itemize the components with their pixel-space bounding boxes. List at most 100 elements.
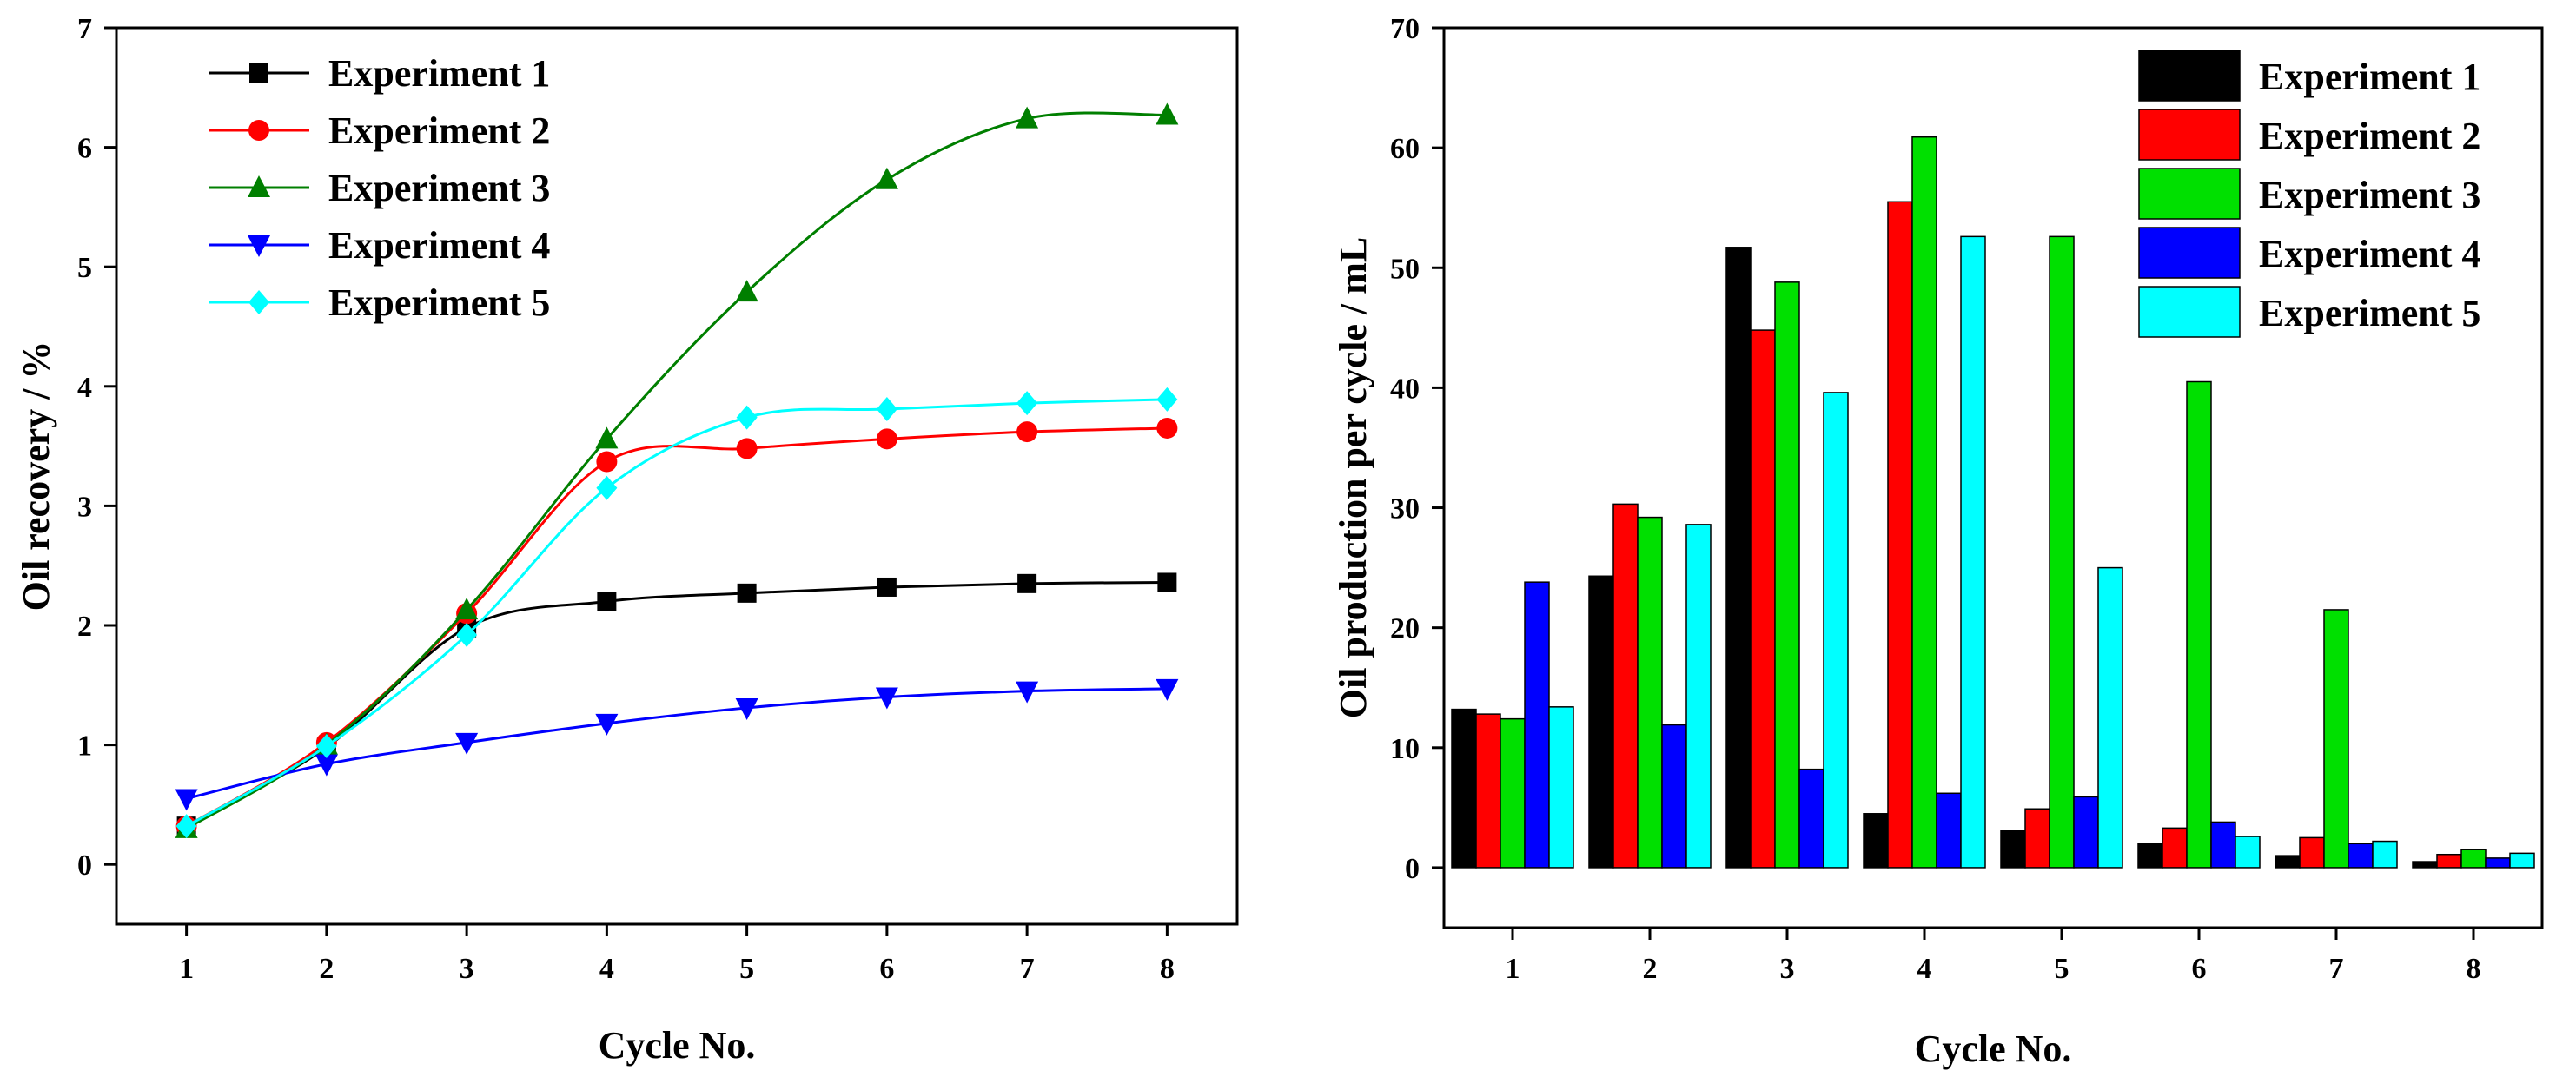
data-point — [315, 754, 338, 777]
data-point — [876, 428, 897, 450]
y-tick-label: 2 — [77, 611, 92, 643]
series-line — [185, 111, 1168, 830]
data-point — [1016, 681, 1039, 704]
data-point — [1017, 573, 1037, 593]
x-tick-label: 1 — [1506, 953, 1520, 985]
legend-label: Experiment 3 — [2259, 174, 2480, 216]
legend-label: Experiment 4 — [2259, 233, 2480, 275]
oil-production-bar-chart: 0 10 20 30 40 50 60 70 1 2 3 4 5 6 7 8 Experiment 1 Exper… — [1332, 13, 2544, 1070]
plot-frame — [1442, 26, 2544, 929]
data-point — [1156, 102, 1179, 125]
data-point — [597, 592, 617, 611]
data-point — [175, 789, 198, 811]
legend-swatch — [2138, 50, 2241, 102]
x-tick-label: 4 — [1917, 953, 1932, 985]
legend-swatch — [2138, 286, 2241, 338]
data-point — [1016, 421, 1038, 443]
bar — [1524, 581, 1550, 869]
data-point — [596, 475, 618, 500]
bar — [2412, 861, 2438, 869]
series-line — [186, 687, 1168, 800]
bar — [2299, 836, 2325, 869]
data-point — [315, 733, 337, 758]
bar — [2485, 857, 2511, 869]
y-tick-label: 1 — [77, 730, 92, 763]
data-point — [456, 623, 478, 648]
legend-label: Experiment 4 — [328, 224, 550, 267]
y-tick-label: 20 — [1390, 613, 1420, 645]
x-tick-label: 3 — [1780, 953, 1795, 985]
data-point — [1157, 572, 1177, 592]
y-tick-label: 6 — [77, 133, 92, 165]
x-tick-label: 1 — [179, 953, 194, 985]
legend-label: Experiment 3 — [328, 167, 550, 209]
legend-swatch — [2138, 227, 2241, 279]
bar — [1548, 706, 1574, 869]
bar — [1798, 768, 1824, 869]
legend-label: Experiment 1 — [328, 52, 550, 95]
x-tick-label: 6 — [2192, 953, 2207, 985]
bar — [2235, 836, 2261, 869]
legend-label: Experiment 2 — [328, 109, 550, 152]
bar — [1774, 281, 1800, 869]
data-point — [1016, 391, 1038, 416]
data-point — [1156, 417, 1178, 439]
bar — [2073, 796, 2099, 869]
data-point — [736, 405, 758, 430]
data-point — [595, 426, 619, 449]
x-tick-label: 8 — [2467, 953, 2481, 985]
legend-marker — [248, 235, 270, 257]
x-tick-label: 5 — [2055, 953, 2069, 985]
bar — [2162, 827, 2188, 869]
y-tick-label: 3 — [77, 491, 92, 523]
bar — [2000, 830, 2026, 869]
data-point — [455, 732, 479, 755]
bar — [1637, 516, 1663, 869]
bar — [2372, 840, 2398, 869]
legend-marker — [248, 175, 270, 197]
x-tick-label: 4 — [599, 953, 614, 985]
legend-marker — [249, 63, 268, 83]
bar — [1887, 201, 1913, 869]
y-tick-label: 4 — [77, 372, 92, 404]
y-tick-label: 50 — [1390, 253, 1420, 285]
bar — [2186, 380, 2212, 869]
bar — [2509, 852, 2535, 869]
data-point — [876, 396, 897, 421]
bar — [2460, 849, 2487, 869]
legend-label: Experiment 5 — [2259, 292, 2480, 334]
bar — [1500, 717, 1526, 869]
y-tick-label: 30 — [1390, 493, 1420, 525]
x-tick-label: 5 — [739, 953, 754, 985]
legend-marker — [248, 290, 269, 314]
data-point — [877, 577, 897, 597]
bar — [2275, 855, 2301, 869]
bar — [1451, 708, 1477, 869]
bar — [2024, 808, 2050, 869]
y-tick-label: 10 — [1390, 733, 1420, 765]
bar — [1725, 247, 1752, 869]
x-tick-label: 7 — [2329, 953, 2344, 985]
x-tick-label: 8 — [1160, 953, 1175, 985]
bar — [1863, 813, 1889, 869]
data-point — [735, 280, 758, 302]
series-line — [185, 580, 1168, 828]
y-axis-label: Oil production per cycle / mL — [1332, 237, 1374, 718]
x-tick-label: 3 — [460, 953, 474, 985]
data-point — [736, 438, 758, 459]
y-tick-label: 60 — [1390, 133, 1420, 165]
bar — [1661, 724, 1687, 869]
data-point — [1016, 106, 1039, 129]
bar — [1911, 136, 1937, 869]
plot-frame — [115, 26, 1239, 926]
data-point — [175, 814, 197, 839]
y-tick-label: 5 — [77, 252, 92, 284]
data-point — [455, 598, 479, 620]
legend-label: Experiment 1 — [2259, 56, 2480, 98]
bar — [2323, 609, 2349, 869]
y-tick-label: 0 — [1405, 853, 1420, 885]
y-tick-label: 70 — [1390, 13, 1420, 45]
x-axis-label: Cycle No. — [599, 1024, 756, 1067]
data-point — [1156, 678, 1179, 701]
